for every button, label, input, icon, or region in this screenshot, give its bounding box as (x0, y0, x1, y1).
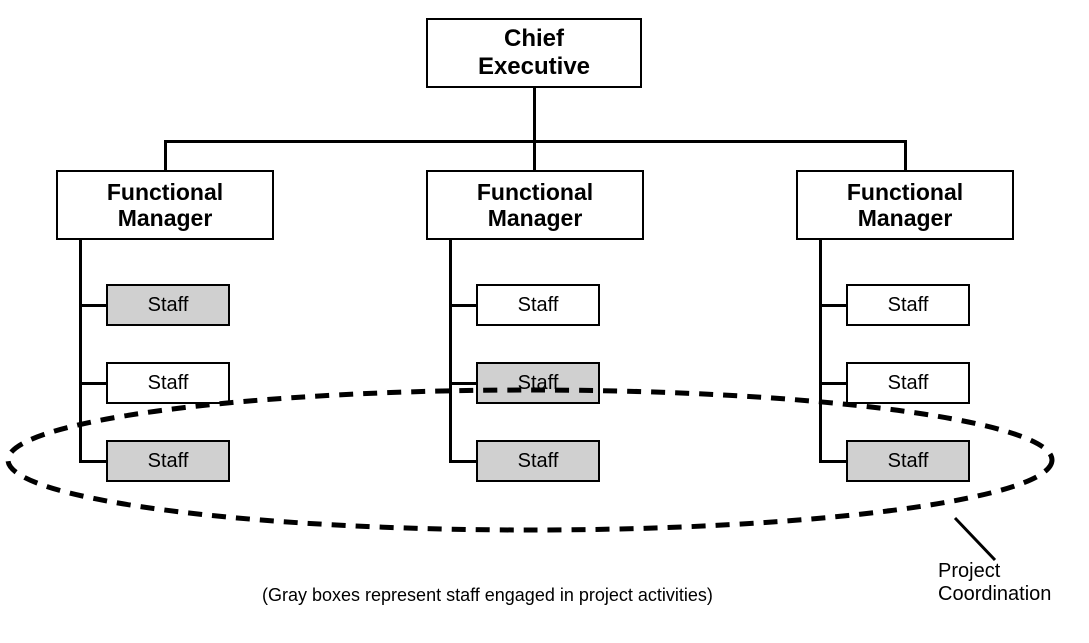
legend-caption: (Gray boxes represent staff engaged in p… (262, 585, 713, 606)
manager-1-staff-1-label: Staff (148, 294, 189, 317)
manager-3-staff-2-label: Staff (888, 372, 929, 395)
manager-1-staff-2-box: Staff (106, 362, 230, 404)
chief-executive-box: ChiefExecutive (426, 18, 642, 88)
manager-1-staff-spine (79, 240, 82, 461)
manager-3-staff-3-label: Staff (888, 450, 929, 473)
manager-3-staff-spine (819, 240, 822, 461)
connector-manager-1-down (164, 140, 167, 170)
manager-1-label: FunctionalManager (107, 179, 223, 232)
connector-manager-2-down (533, 140, 536, 170)
manager-2-staff-1-label: Staff (518, 294, 559, 317)
connector-manager-3-down (904, 140, 907, 170)
manager-3-staff-1-box: Staff (846, 284, 970, 326)
manager-1-staff-2-label: Staff (148, 372, 189, 395)
manager-3-staff-1-label: Staff (888, 294, 929, 317)
manager-3-box: FunctionalManager (796, 170, 1014, 240)
manager-2-staff-2-box: Staff (476, 362, 600, 404)
manager-2-staff-1-stub (449, 304, 476, 307)
manager-2-staff-3-label: Staff (518, 450, 559, 473)
manager-2-staff-2-label: Staff (518, 372, 559, 395)
manager-1-staff-3-box: Staff (106, 440, 230, 482)
manager-3-staff-3-box: Staff (846, 440, 970, 482)
manager-2-staff-3-stub (449, 460, 476, 463)
manager-2-label: FunctionalManager (477, 179, 593, 232)
manager-2-box: FunctionalManager (426, 170, 644, 240)
manager-1-box: FunctionalManager (56, 170, 274, 240)
manager-2-staff-1-box: Staff (476, 284, 600, 326)
manager-1-staff-2-stub (79, 382, 106, 385)
manager-3-label: FunctionalManager (847, 179, 963, 232)
manager-3-staff-2-box: Staff (846, 362, 970, 404)
project-coordination-leader (955, 518, 995, 560)
manager-2-staff-2-stub (449, 382, 476, 385)
manager-1-staff-1-box: Staff (106, 284, 230, 326)
manager-3-staff-3-stub (819, 460, 846, 463)
manager-1-staff-3-stub (79, 460, 106, 463)
manager-3-staff-2-stub (819, 382, 846, 385)
manager-1-staff-3-label: Staff (148, 450, 189, 473)
manager-1-staff-1-stub (79, 304, 106, 307)
project-coordination-label: ProjectCoordination (938, 560, 1051, 606)
connector-root-down (533, 88, 536, 140)
manager-3-staff-1-stub (819, 304, 846, 307)
manager-2-staff-3-box: Staff (476, 440, 600, 482)
manager-2-staff-spine (449, 240, 452, 461)
chief-executive-label: ChiefExecutive (478, 25, 590, 80)
